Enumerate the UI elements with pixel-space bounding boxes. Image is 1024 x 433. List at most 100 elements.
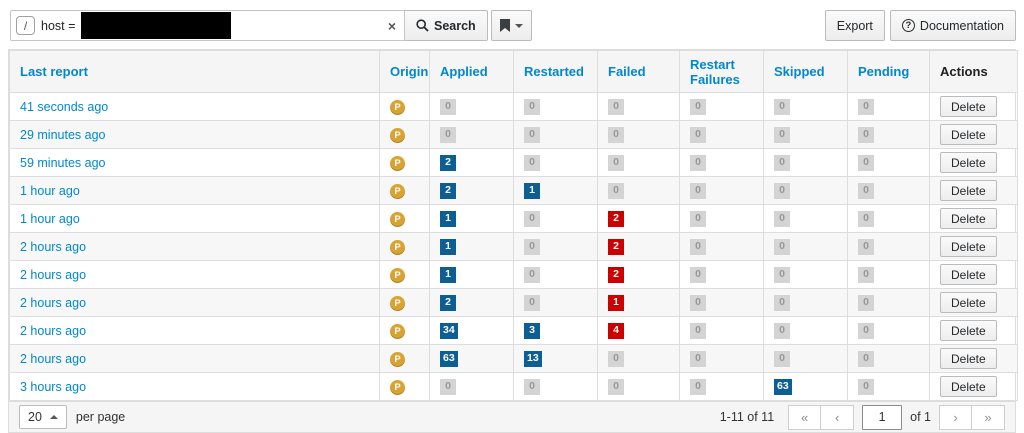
- pagination-range-label: 1-11 of 11: [719, 410, 775, 424]
- reports-table: Last report Origin Applied Restarted Failed R…: [9, 50, 1018, 401]
- failed-count-badge: 0: [608, 351, 624, 367]
- failed-count-badge: 0: [608, 379, 624, 395]
- column-header-applied[interactable]: Applied: [440, 64, 488, 79]
- current-page-input[interactable]: [862, 404, 903, 430]
- export-button-label: Export: [836, 18, 873, 33]
- delete-button[interactable]: Delete: [940, 208, 997, 229]
- restarted-count-badge: 0: [524, 127, 540, 143]
- last-page-button[interactable]: »: [972, 404, 1005, 430]
- pending-count-badge: 0: [858, 155, 874, 171]
- failed-count-badge: 0: [608, 127, 624, 143]
- table-footer: 20 per page 1-11 of 11 « ‹ of 1 › »: [9, 401, 1015, 432]
- pending-count-badge: 0: [858, 267, 874, 283]
- last-report-link[interactable]: 3 hours ago: [20, 379, 87, 394]
- last-report-link[interactable]: 59 minutes ago: [20, 155, 106, 170]
- first-page-button[interactable]: «: [788, 404, 822, 430]
- bookmark-icon: [499, 19, 510, 32]
- applied-count-badge: 0: [440, 379, 456, 395]
- restart-failures-count-badge: 0: [690, 211, 706, 227]
- last-report-link[interactable]: 2 hours ago: [20, 295, 87, 310]
- skipped-count-badge: 0: [774, 323, 790, 339]
- next-page-button[interactable]: ›: [939, 404, 972, 430]
- pagination-of-label: of 1: [910, 410, 931, 424]
- pending-count-badge: 0: [858, 127, 874, 143]
- applied-count-badge: 0: [440, 99, 456, 115]
- puppet-origin-icon: P: [390, 379, 405, 395]
- column-header-origin[interactable]: Origin: [390, 64, 429, 79]
- restarted-count-badge: 1: [524, 183, 540, 199]
- redacted-search-value[interactable]: [80, 12, 231, 39]
- search-button[interactable]: Search: [405, 10, 488, 41]
- export-button[interactable]: Export: [824, 10, 885, 41]
- per-page-control: 20 per page: [19, 405, 125, 429]
- table-row: 59 minutes ago P 2 0 0 0 0 0 Delete: [9, 148, 1018, 177]
- column-header-restarted[interactable]: Restarted: [524, 64, 584, 79]
- table-row: 41 seconds ago P 0 0 0 0 0 0 Delete: [9, 92, 1018, 121]
- last-report-link[interactable]: 2 hours ago: [20, 351, 87, 366]
- column-header-skipped[interactable]: Skipped: [774, 64, 825, 79]
- table-row: 2 hours ago P 63 13 0 0 0 0 Delete: [9, 344, 1018, 373]
- last-report-link[interactable]: 2 hours ago: [20, 239, 87, 254]
- applied-count-badge: 2: [440, 183, 456, 199]
- column-header-failed[interactable]: Failed: [608, 64, 646, 79]
- delete-button[interactable]: Delete: [940, 348, 997, 369]
- table-row: 2 hours ago P 2 0 1 0 0 0 Delete: [9, 288, 1018, 317]
- restart-failures-count-badge: 0: [690, 267, 706, 283]
- applied-count-badge: 2: [440, 155, 456, 171]
- puppet-origin-icon: P: [390, 323, 405, 339]
- column-header-restart-failures[interactable]: Restart Failures: [690, 56, 740, 87]
- puppet-origin-icon: P: [390, 295, 405, 311]
- documentation-button[interactable]: ? Documentation: [889, 10, 1016, 41]
- table-row: 2 hours ago P 1 0 2 0 0 0 Delete: [9, 232, 1018, 261]
- delete-button[interactable]: Delete: [940, 124, 997, 145]
- failed-count-badge: 0: [608, 155, 624, 171]
- skipped-count-badge: 0: [774, 99, 790, 115]
- report-table-body: 41 seconds ago P 0 0 0 0 0 0 Delete 29 minutes ag…: [9, 92, 1018, 401]
- search-input[interactable]: / host = ×: [10, 10, 405, 41]
- pagination-back-group: « ‹: [788, 404, 855, 430]
- previous-page-button[interactable]: ‹: [821, 404, 855, 430]
- column-header-last-report[interactable]: Last report: [20, 64, 88, 79]
- delete-button[interactable]: Delete: [940, 236, 997, 257]
- restart-failures-count-badge: 0: [690, 351, 706, 367]
- chevron-down-icon: [514, 23, 523, 28]
- restarted-count-badge: 0: [524, 155, 540, 171]
- pending-count-badge: 0: [858, 323, 874, 339]
- restarted-count-badge: 0: [524, 379, 540, 395]
- bookmark-dropdown-button[interactable]: [490, 10, 532, 41]
- last-report-link[interactable]: 1 hour ago: [20, 211, 80, 226]
- puppet-origin-icon: P: [390, 239, 405, 255]
- last-report-link[interactable]: 2 hours ago: [20, 267, 87, 282]
- restarted-count-badge: 0: [524, 99, 540, 115]
- column-header-pending[interactable]: Pending: [858, 64, 910, 79]
- delete-button[interactable]: Delete: [940, 376, 997, 397]
- search-query-text[interactable]: host =: [41, 18, 79, 33]
- failed-count-badge: 2: [608, 211, 624, 227]
- failed-count-badge: 4: [608, 323, 624, 339]
- delete-button[interactable]: Delete: [940, 292, 997, 313]
- puppet-origin-icon: P: [390, 183, 405, 199]
- failed-count-badge: 0: [608, 99, 624, 115]
- clear-search-icon[interactable]: ×: [387, 17, 396, 34]
- restart-failures-count-badge: 0: [690, 239, 706, 255]
- failed-count-badge: 1: [608, 295, 624, 311]
- table-row: 1 hour ago P 2 1 0 0 0 0 Delete: [9, 176, 1018, 205]
- delete-button[interactable]: Delete: [940, 152, 997, 173]
- pending-count-badge: 0: [858, 295, 874, 311]
- puppet-origin-icon: P: [390, 211, 405, 227]
- restarted-count-badge: 0: [524, 239, 540, 255]
- delete-button[interactable]: Delete: [940, 320, 997, 341]
- skipped-count-badge: 0: [774, 239, 790, 255]
- last-report-link[interactable]: 29 minutes ago: [20, 127, 106, 142]
- delete-button[interactable]: Delete: [940, 180, 997, 201]
- restarted-count-badge: 13: [524, 351, 542, 367]
- delete-button[interactable]: Delete: [940, 96, 997, 117]
- last-report-link[interactable]: 41 seconds ago: [20, 99, 109, 114]
- delete-button[interactable]: Delete: [940, 264, 997, 285]
- per-page-select[interactable]: 20: [19, 405, 67, 429]
- skipped-count-badge: 0: [774, 211, 790, 227]
- skipped-count-badge: 0: [774, 295, 790, 311]
- last-report-link[interactable]: 1 hour ago: [20, 183, 80, 198]
- last-report-link[interactable]: 2 hours ago: [20, 323, 87, 338]
- table-header-row: Last report Origin Applied Restarted Failed R…: [9, 50, 1018, 93]
